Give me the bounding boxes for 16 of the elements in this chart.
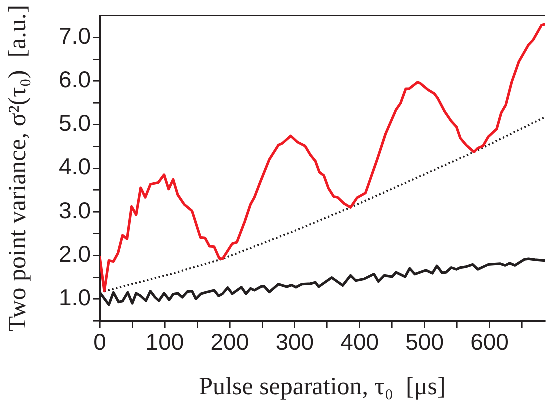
x-tick-label: 200 — [210, 329, 250, 356]
x-tick-label: 300 — [276, 329, 314, 356]
y-axis-title: Two point variance, σ²(τ₀) [a.u.] — [4, 5, 32, 332]
y-tick-label: 2.0 — [59, 240, 91, 267]
x-tick-label: 100 — [146, 329, 184, 356]
y-tick-label: 3.0 — [59, 197, 91, 224]
y-tick-label: 5.0 — [59, 110, 91, 136]
x-tick-label: 0 — [94, 329, 106, 356]
x-tick-label: 500 — [406, 329, 444, 356]
y-tick-label: 1.0 — [59, 284, 91, 311]
y-tick-label: 7.0 — [59, 22, 91, 49]
y-tick-label: 4.0 — [59, 154, 91, 180]
y-tick-label: 6.0 — [59, 66, 91, 93]
x-tick-label: 600 — [470, 329, 509, 356]
x-tick-label: 400 — [340, 329, 380, 356]
x-axis-title: Pulse separation, τ₀ [μs] — [199, 374, 446, 401]
